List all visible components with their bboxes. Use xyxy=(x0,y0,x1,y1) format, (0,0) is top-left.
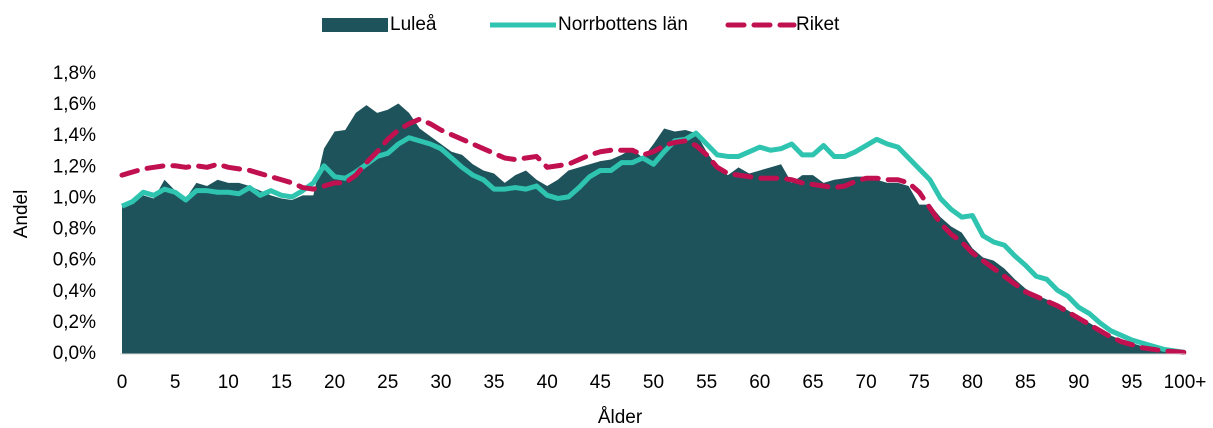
x-tick-label: 50 xyxy=(643,372,664,393)
x-axis-title: Ålder xyxy=(598,407,643,428)
y-tick-label: 0,6% xyxy=(53,250,96,271)
x-tick-label: 5 xyxy=(170,372,181,393)
x-tick-label: 95 xyxy=(1121,372,1142,393)
x-tick-label: 15 xyxy=(271,372,292,393)
y-tick-label: 1,6% xyxy=(53,94,96,115)
y-axis-title: Andel xyxy=(11,190,32,239)
y-tick-label: 0,8% xyxy=(53,219,96,240)
legend-label: Norrbottens län xyxy=(558,14,688,35)
x-tick-label: 80 xyxy=(962,372,983,393)
y-tick-label: 0,4% xyxy=(53,281,96,302)
x-tick-label: 0 xyxy=(117,372,128,393)
x-tick-label: 100+ xyxy=(1164,372,1207,393)
x-tick-label: 60 xyxy=(749,372,770,393)
x-tick-label: 70 xyxy=(856,372,877,393)
y-tick-label: 1,0% xyxy=(53,187,96,208)
x-tick-label: 30 xyxy=(430,372,451,393)
y-tick-label: 0,2% xyxy=(53,312,96,333)
x-tick-label: 10 xyxy=(218,372,239,393)
x-tick-label: 90 xyxy=(1068,372,1089,393)
x-tick-label: 25 xyxy=(377,372,398,393)
legend-label: Riket xyxy=(796,14,840,35)
y-tick-label: 0,0% xyxy=(53,343,96,364)
x-tick-label: 85 xyxy=(1015,372,1036,393)
x-tick-label: 20 xyxy=(324,372,345,393)
x-tick-label: 65 xyxy=(802,372,823,393)
x-tick-label: 35 xyxy=(483,372,504,393)
x-tick-label: 55 xyxy=(696,372,717,393)
y-tick-label: 1,2% xyxy=(53,156,96,177)
x-tick-label: 40 xyxy=(537,372,558,393)
legend-label: Luleå xyxy=(390,14,437,35)
legend-swatch xyxy=(322,18,388,32)
x-tick-label: 45 xyxy=(590,372,611,393)
y-tick-label: 1,8% xyxy=(53,63,96,84)
area xyxy=(122,103,1185,354)
line xyxy=(120,130,1186,355)
line xyxy=(119,116,1188,355)
y-tick-label: 1,4% xyxy=(53,125,96,146)
x-tick-label: 75 xyxy=(909,372,930,393)
